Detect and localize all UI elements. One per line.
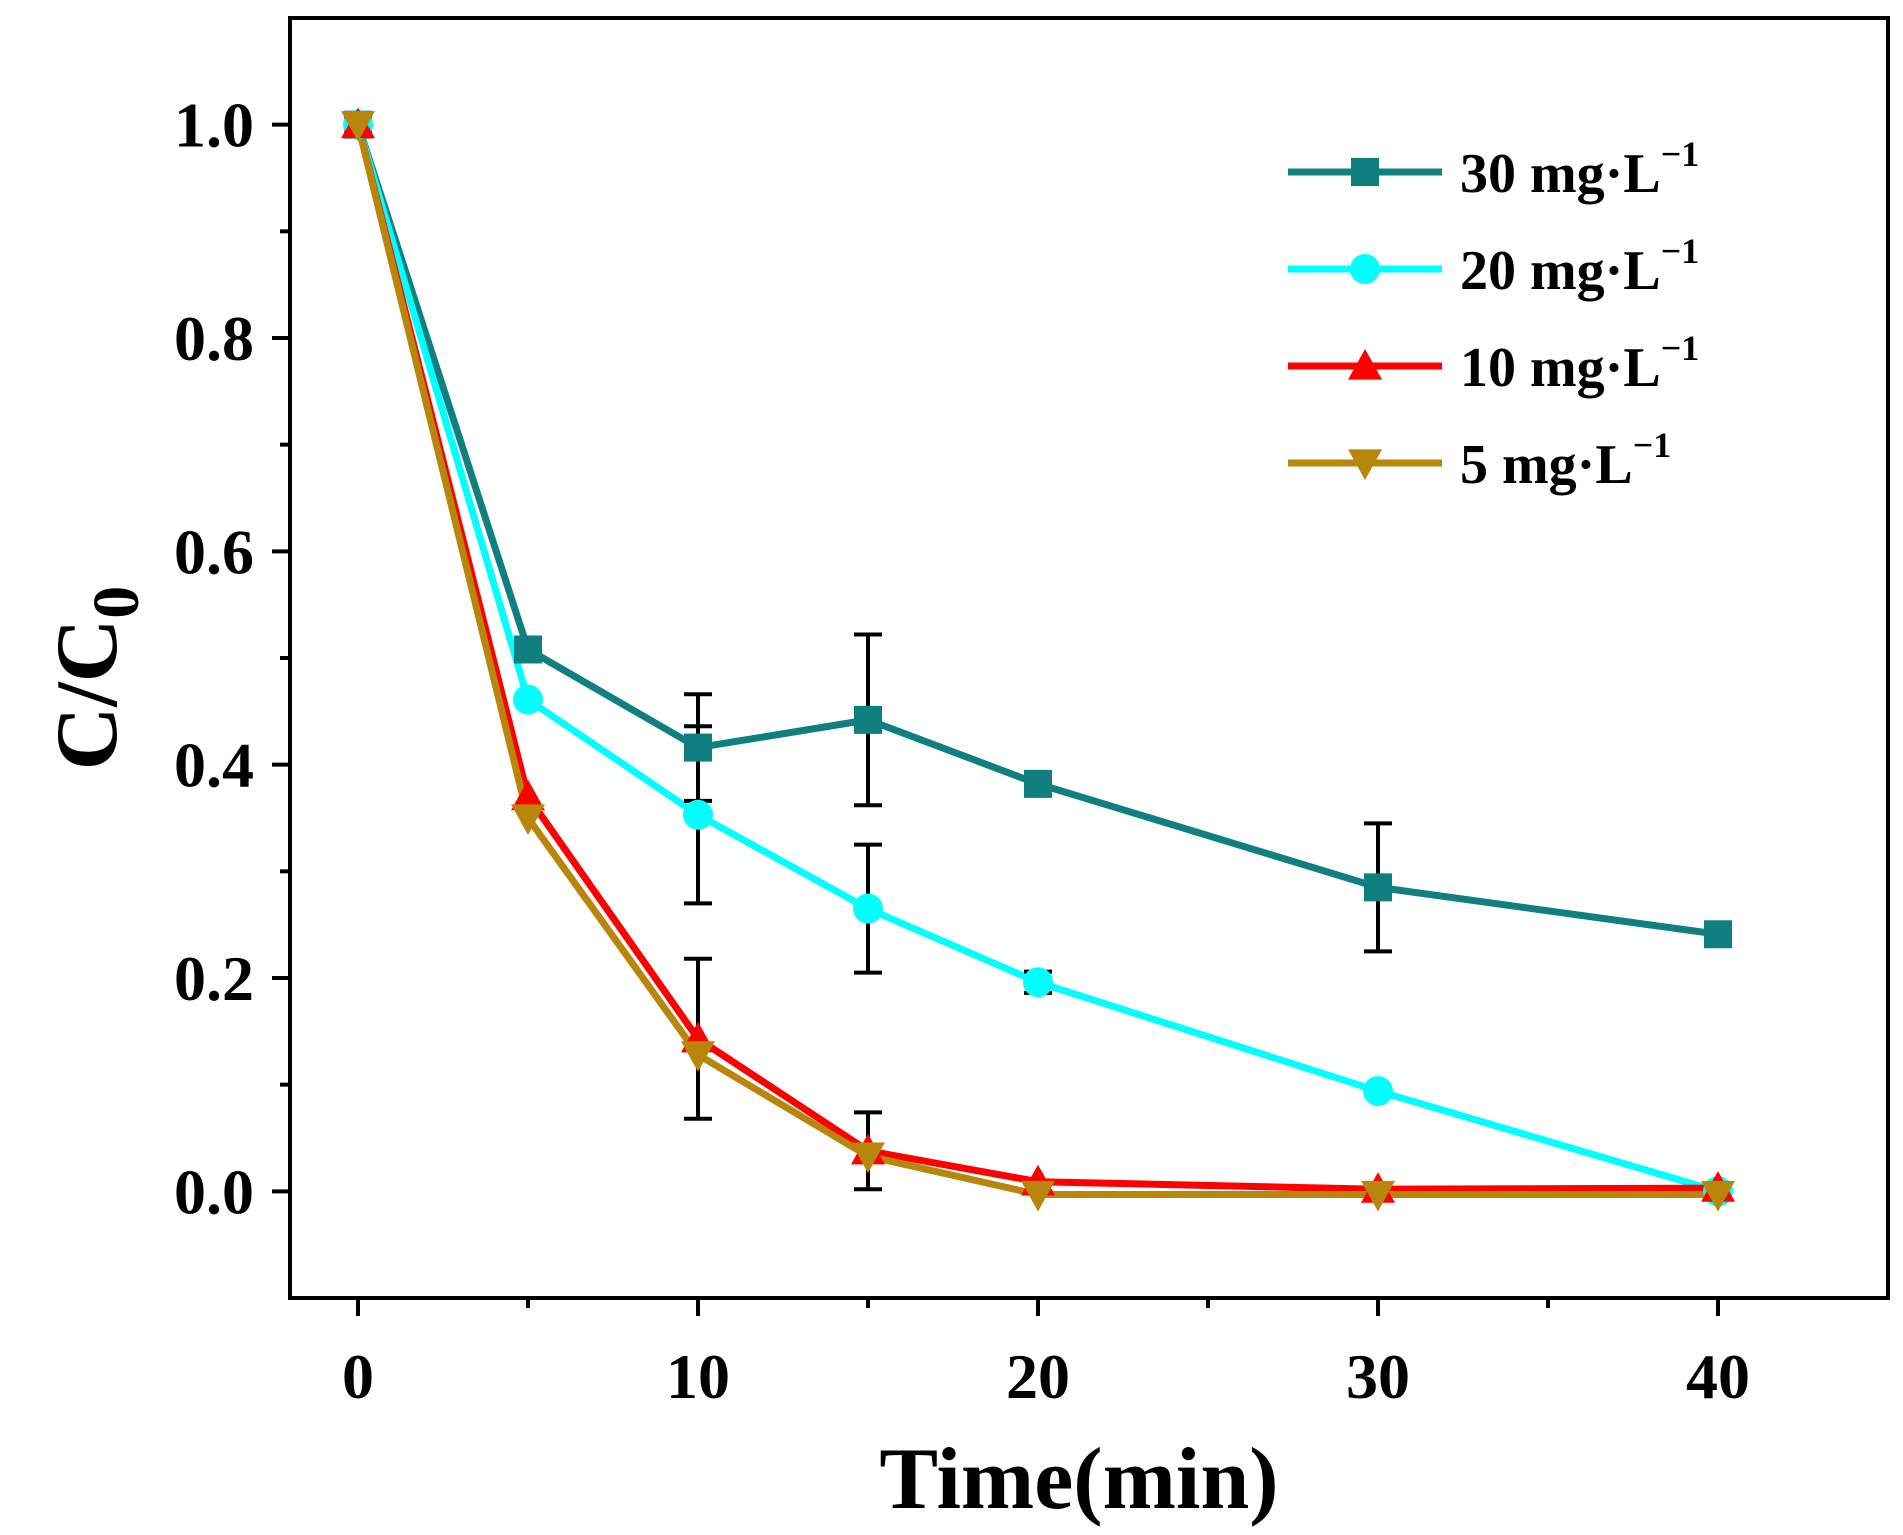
- legend-label-text: 10 mg·L: [1460, 337, 1661, 399]
- legend-label-text: 20 mg·L: [1460, 240, 1661, 302]
- data-point: [1023, 967, 1053, 998]
- y-tick-label: 0.8: [174, 303, 254, 374]
- legend: 30 mg·L−120 mg·L−110 mg·L−15 mg·L−1: [1288, 134, 1699, 496]
- legend-item: 10 mg·L−1: [1288, 328, 1699, 399]
- legend-label-text: 30 mg·L: [1460, 143, 1661, 205]
- x-axis-title: Time(min): [879, 1431, 1278, 1528]
- series-layer: [341, 107, 1735, 1212]
- legend-swatch-marker: [1350, 254, 1380, 284]
- legend-label-superscript: −1: [1661, 328, 1700, 368]
- error-bars-0: [514, 632, 1392, 954]
- y-axis-title-subscript: 0: [80, 586, 153, 619]
- y-tick-label: 0.0: [174, 1156, 254, 1227]
- data-point: [1701, 1180, 1735, 1212]
- y-axis-title: C/C0: [39, 586, 153, 771]
- markers-1: [343, 109, 1733, 1207]
- legend-label: 10 mg·L−1: [1460, 328, 1699, 399]
- legend-label: 20 mg·L−1: [1460, 231, 1699, 302]
- data-point: [1364, 873, 1392, 902]
- data-point: [511, 779, 545, 811]
- data-point: [514, 635, 542, 664]
- y-axis-title-main: C/C: [39, 619, 136, 771]
- legend-label-superscript: −1: [1633, 425, 1672, 465]
- data-point: [853, 893, 883, 924]
- legend-label: 5 mg·L−1: [1460, 425, 1671, 496]
- data-point: [511, 804, 545, 835]
- data-point: [341, 111, 375, 142]
- legend-label: 30 mg·L−1: [1460, 134, 1699, 205]
- data-point: [1361, 1180, 1395, 1212]
- data-point: [684, 733, 712, 762]
- legend-label-text: 5 mg·L: [1460, 434, 1633, 496]
- y-tick-label: 0.4: [174, 730, 254, 801]
- legend-label-superscript: −1: [1661, 231, 1700, 271]
- markers-3: [341, 111, 1735, 1212]
- error-bars-2: [684, 956, 882, 1192]
- data-point: [1021, 1180, 1055, 1212]
- ticks-layer: 0 10 20 30 40 0.0 0.2 0.4 0.6 0.8 1.0: [174, 90, 1750, 1412]
- y-tick-label: 0.2: [174, 943, 254, 1014]
- legend-swatch-marker: [1348, 349, 1382, 380]
- x-tick-label: 20: [1006, 1341, 1070, 1412]
- x-tick-label: 40: [1686, 1341, 1750, 1412]
- data-point: [1363, 1076, 1393, 1107]
- data-point: [681, 1041, 715, 1072]
- y-tick-label: 1.0: [174, 90, 254, 161]
- legend-item: 30 mg·L−1: [1288, 134, 1699, 205]
- x-tick-label: 0: [342, 1341, 374, 1412]
- data-point: [854, 705, 882, 734]
- data-point: [1024, 769, 1052, 798]
- data-point: [851, 1142, 885, 1174]
- y-tick-label: 0.6: [174, 516, 254, 587]
- data-point: [513, 684, 543, 715]
- legend-item: 20 mg·L−1: [1288, 231, 1699, 302]
- data-point: [683, 799, 713, 830]
- legend-item: 5 mg·L−1: [1288, 425, 1671, 496]
- data-point: [1704, 920, 1732, 949]
- legend-swatch-marker: [1351, 158, 1379, 186]
- legend-swatch-marker: [1348, 449, 1382, 480]
- x-tick-label: 10: [666, 1341, 730, 1412]
- x-tick-label: 30: [1346, 1341, 1410, 1412]
- legend-label-superscript: −1: [1661, 134, 1700, 174]
- markers-0: [344, 110, 1732, 949]
